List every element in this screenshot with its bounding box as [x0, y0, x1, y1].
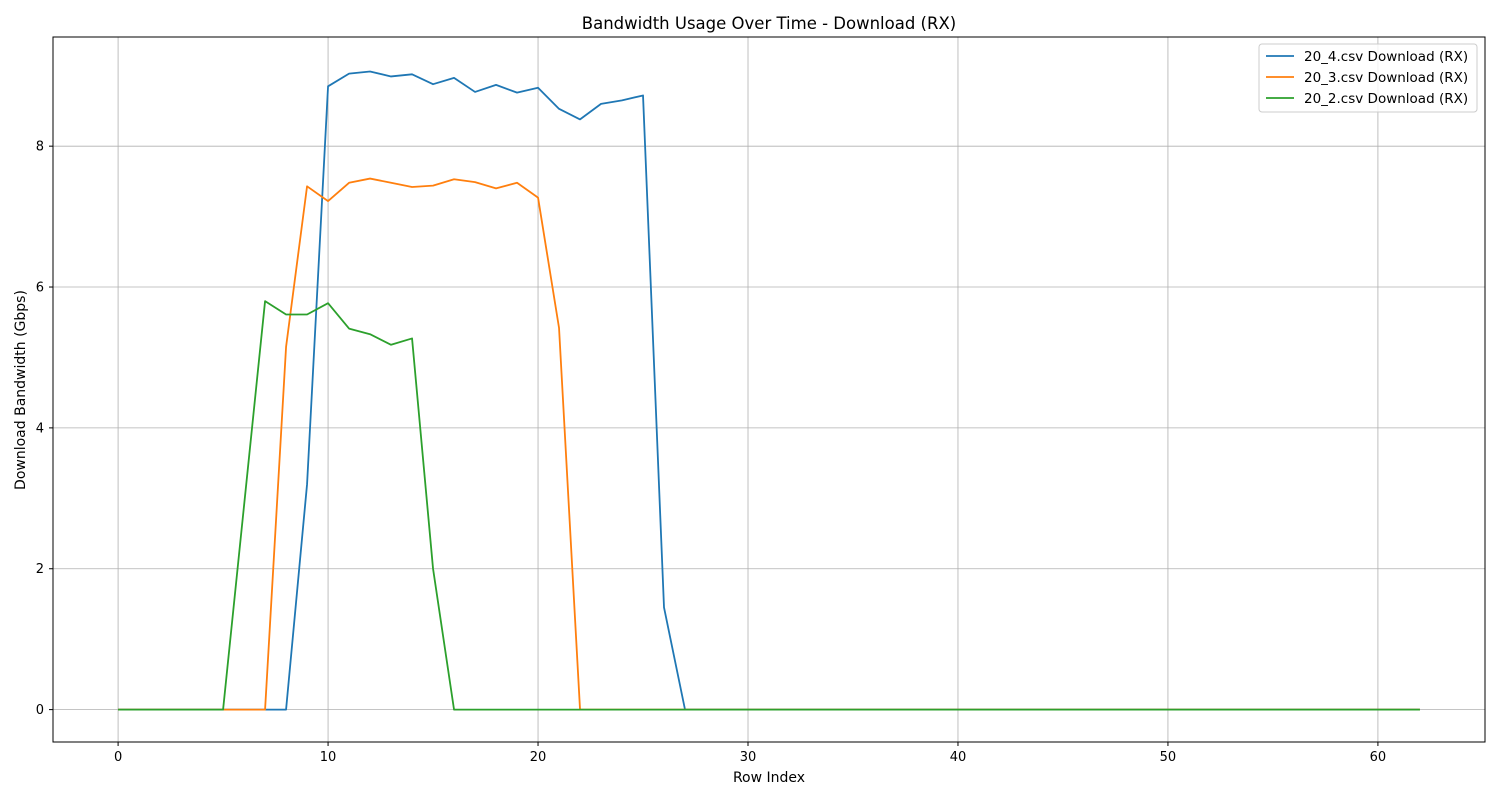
grid [53, 37, 1485, 742]
y-axis-label: Download Bandwidth (Gbps) [13, 290, 29, 490]
y-tick-label: 2 [36, 562, 44, 577]
x-tick-label: 0 [114, 750, 122, 765]
plot-area-frame [52, 36, 1486, 743]
legend-entry-label: 20_4.csv Download (RX) [1304, 49, 1468, 65]
x-tick-label: 40 [950, 750, 967, 765]
x-axis-label: Row Index [733, 770, 805, 786]
legend: 20_4.csv Download (RX) 20_3.csv Download … [1258, 43, 1478, 113]
y-tick-label: 4 [36, 421, 44, 436]
legend-entry-label: 20_2.csv Download (RX) [1304, 91, 1468, 107]
x-tick-label: 30 [740, 750, 757, 765]
x-tick-label: 50 [1160, 750, 1177, 765]
x-axis-ticks: 0 10 20 30 40 50 60 [114, 742, 1386, 765]
y-tick-label: 0 [36, 703, 44, 718]
y-tick-label: 6 [36, 281, 44, 296]
legend-entry-label: 20_3.csv Download (RX) [1304, 70, 1468, 86]
y-axis-ticks: 0 2 4 6 8 [36, 140, 53, 718]
chart-title: Bandwidth Usage Over Time - Download (RX… [582, 14, 956, 33]
x-tick-label: 20 [530, 750, 547, 765]
series-line-20-2-csv-download-rx [118, 300, 1420, 711]
x-tick-label: 10 [320, 750, 337, 765]
series-lines [118, 70, 1420, 711]
y-tick-label: 8 [36, 140, 44, 155]
x-tick-label: 60 [1370, 750, 1387, 765]
legend-box [1258, 43, 1478, 113]
